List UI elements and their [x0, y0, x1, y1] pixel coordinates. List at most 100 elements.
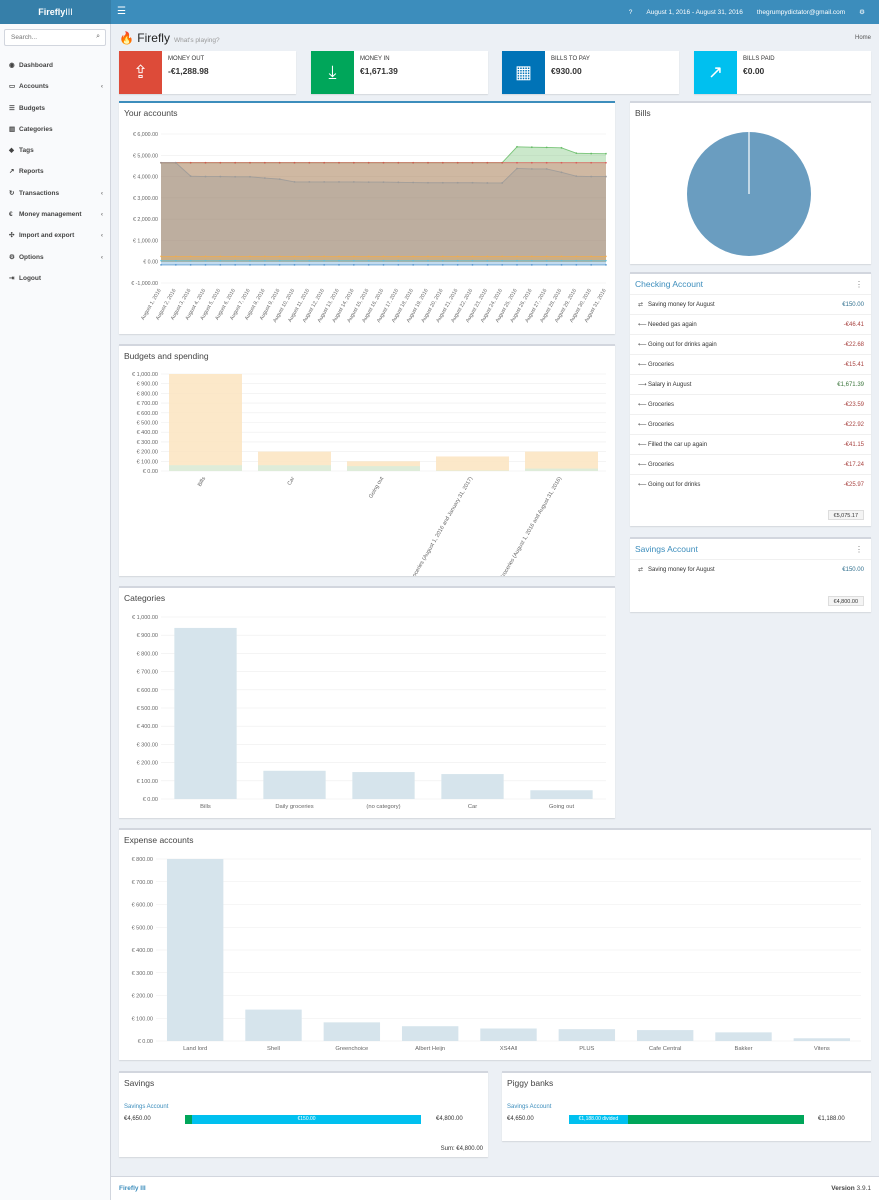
- series-point[interactable]: [189, 264, 192, 266]
- bar[interactable]: [793, 1038, 851, 1041]
- series-point[interactable]: [545, 255, 548, 258]
- series-point[interactable]: [530, 259, 533, 262]
- series-point[interactable]: [323, 259, 326, 262]
- series-point[interactable]: [590, 264, 593, 266]
- series-point[interactable]: [471, 255, 474, 258]
- series-point[interactable]: [412, 255, 415, 258]
- series-point[interactable]: [590, 152, 593, 155]
- series-point[interactable]: [412, 181, 415, 184]
- transaction-row[interactable]: ⟵ Groceries -€22.92: [630, 414, 871, 434]
- series-point[interactable]: [486, 182, 489, 184]
- series-point[interactable]: [471, 161, 474, 164]
- bar[interactable]: [401, 1026, 459, 1041]
- series-point[interactable]: [590, 161, 593, 164]
- series-point[interactable]: [545, 259, 548, 262]
- series-point[interactable]: [293, 161, 296, 164]
- series-point[interactable]: [367, 255, 370, 258]
- series-point[interactable]: [575, 259, 578, 262]
- transaction-row[interactable]: ⇄ Saving money for August €150.00: [630, 294, 871, 314]
- series-point[interactable]: [560, 161, 563, 164]
- series-point[interactable]: [456, 255, 459, 258]
- footer-brand[interactable]: Firefly III: [119, 1185, 146, 1192]
- transaction-description[interactable]: Going out for drinks: [648, 482, 701, 488]
- series-point[interactable]: [338, 161, 340, 164]
- series-point[interactable]: [249, 264, 251, 266]
- savings-account-title[interactable]: Savings Account: [635, 544, 698, 554]
- series-point[interactable]: [204, 175, 207, 178]
- series-point[interactable]: [367, 259, 370, 262]
- series-point[interactable]: [308, 180, 311, 183]
- series-point[interactable]: [456, 259, 459, 262]
- series-point[interactable]: [352, 180, 355, 183]
- series-point[interactable]: [263, 264, 266, 266]
- series-point[interactable]: [160, 255, 162, 258]
- series-point[interactable]: [219, 259, 222, 262]
- series-point[interactable]: [234, 161, 237, 164]
- bar[interactable]: [169, 374, 242, 471]
- sidebar-item-money-management[interactable]: € Money management ‹: [0, 204, 111, 225]
- sidebar-item-import-and-export[interactable]: ✣ Import and export ‹: [0, 225, 111, 246]
- breadcrumb[interactable]: Home: [854, 35, 871, 41]
- series-point[interactable]: [471, 181, 474, 184]
- transaction-row[interactable]: ⟶ Salary in August €1,671.39: [630, 374, 871, 394]
- series-point[interactable]: [189, 161, 192, 164]
- series-point[interactable]: [160, 259, 162, 262]
- series-point[interactable]: [501, 259, 504, 262]
- series-point[interactable]: [560, 259, 563, 262]
- sidebar-item-accounts[interactable]: ▭ Accounts ‹: [0, 76, 111, 97]
- series-point[interactable]: [338, 255, 340, 258]
- transaction-description[interactable]: Needed gas again: [648, 322, 697, 328]
- series-point[interactable]: [263, 255, 266, 258]
- series-point[interactable]: [204, 259, 207, 262]
- series-point[interactable]: [219, 161, 222, 164]
- series-point[interactable]: [174, 161, 177, 164]
- series-point[interactable]: [278, 259, 281, 262]
- series-point[interactable]: [352, 264, 355, 266]
- series-point[interactable]: [219, 175, 222, 178]
- series-point[interactable]: [278, 255, 281, 258]
- series-point[interactable]: [441, 259, 444, 262]
- series-point[interactable]: [263, 177, 266, 179]
- series-point[interactable]: [338, 259, 340, 262]
- series-point[interactable]: [323, 180, 326, 183]
- transaction-description[interactable]: Saving money for August: [648, 302, 715, 308]
- series-point[interactable]: [486, 255, 489, 258]
- series-point[interactable]: [308, 255, 311, 258]
- series-point[interactable]: [427, 259, 429, 262]
- bar[interactable]: [245, 1009, 302, 1041]
- bar[interactable]: [525, 451, 598, 471]
- series-point[interactable]: [545, 168, 548, 170]
- series-point[interactable]: [516, 161, 518, 164]
- transaction-row[interactable]: ⟵ Groceries -€23.59: [630, 394, 871, 414]
- search-input[interactable]: [5, 30, 85, 45]
- series-point[interactable]: [263, 161, 266, 164]
- checking-account-title[interactable]: Checking Account: [635, 279, 704, 289]
- series-point[interactable]: [605, 161, 607, 164]
- series-point[interactable]: [605, 175, 607, 178]
- series-point[interactable]: [249, 175, 251, 178]
- series-point[interactable]: [530, 161, 533, 164]
- series-point[interactable]: [174, 264, 177, 266]
- series-point[interactable]: [590, 175, 593, 178]
- series-point[interactable]: [204, 255, 207, 258]
- series-point[interactable]: [456, 161, 459, 164]
- series-point[interactable]: [605, 264, 607, 266]
- series-point[interactable]: [219, 264, 222, 266]
- series-point[interactable]: [382, 161, 385, 164]
- bar[interactable]: [258, 465, 331, 471]
- series-point[interactable]: [249, 161, 251, 164]
- transaction-description[interactable]: Groceries: [648, 422, 675, 428]
- series-point[interactable]: [323, 255, 326, 258]
- sidebar-item-budgets[interactable]: ☰ Budgets: [0, 98, 111, 119]
- series-point[interactable]: [367, 264, 370, 266]
- series-point[interactable]: [501, 161, 504, 164]
- series-point[interactable]: [204, 264, 207, 266]
- series-point[interactable]: [412, 259, 415, 262]
- series-point[interactable]: [323, 264, 326, 266]
- sidebar-item-categories[interactable]: ▥ Categories: [0, 119, 111, 140]
- series-point[interactable]: [575, 255, 578, 258]
- series-point[interactable]: [397, 264, 400, 266]
- series-point[interactable]: [263, 259, 266, 262]
- transaction-row[interactable]: ⟵ Groceries -€17.24: [630, 454, 871, 474]
- series-point[interactable]: [471, 264, 474, 266]
